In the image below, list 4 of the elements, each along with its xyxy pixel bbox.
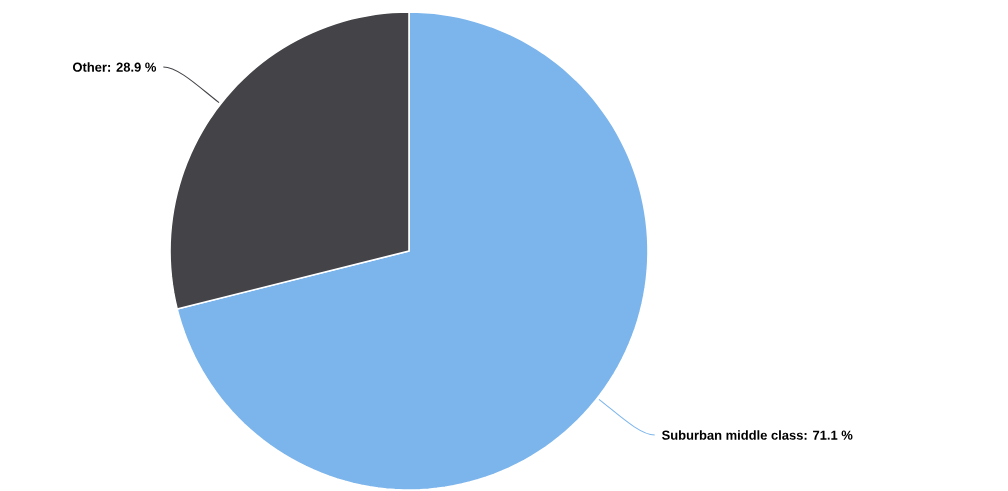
data-label: : 71.1 % — [804, 430, 853, 440]
slice-label: Other — [72, 62, 107, 72]
data-label: : 28.9 % — [108, 62, 157, 72]
slice-label: Suburban middle class — [661, 430, 803, 440]
